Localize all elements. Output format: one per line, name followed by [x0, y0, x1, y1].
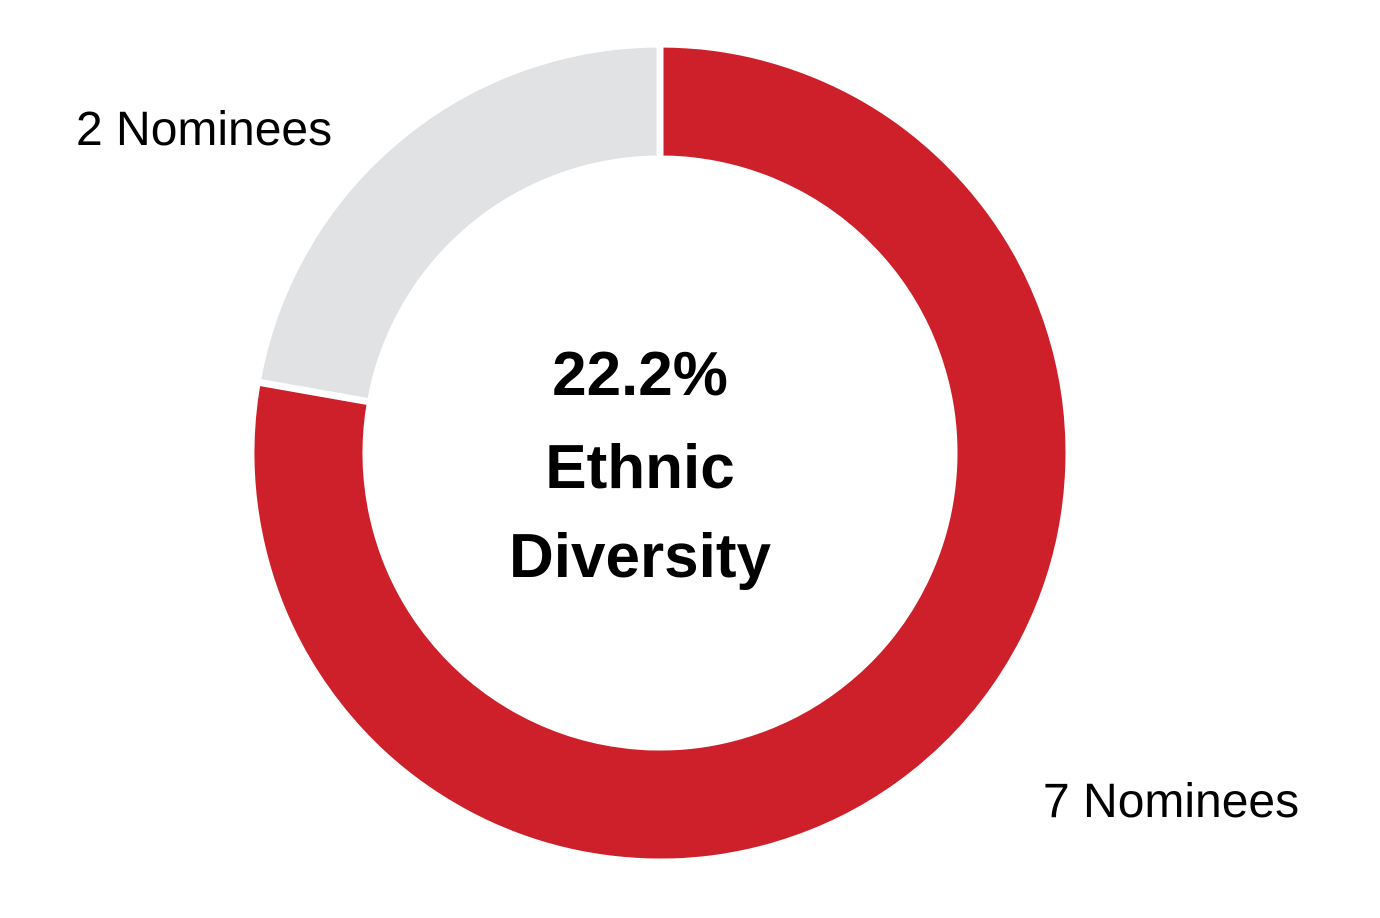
center-percentage: 22.2%	[552, 340, 728, 409]
slice-label-gray: 2 Nominees	[76, 103, 333, 156]
center-label-diversity: Diversity	[509, 522, 771, 591]
donut-slices	[247, 40, 1073, 866]
slice-label-red: 7 Nominees	[1043, 775, 1300, 828]
slice-gray	[253, 40, 664, 407]
center-label-ethnic: Ethnic	[545, 433, 735, 502]
slice-red	[247, 40, 1073, 866]
